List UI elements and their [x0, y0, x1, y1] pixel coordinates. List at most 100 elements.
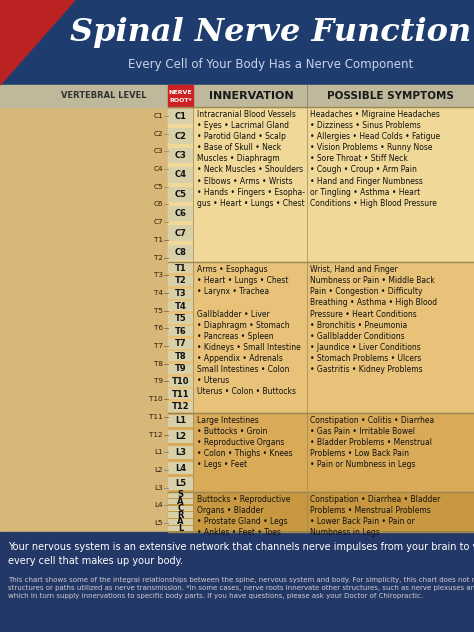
- Text: INNERVATION: INNERVATION: [209, 91, 293, 101]
- Bar: [0, 107, 474, 532]
- Text: T12: T12: [149, 432, 163, 437]
- Text: Headaches • Migraine Headaches
• Dizziness • Sinus Problems
• Allergies • Head C: Headaches • Migraine Headaches • Dizzine…: [310, 110, 440, 208]
- Bar: [168, 128, 193, 144]
- Bar: [0, 532, 474, 632]
- Bar: [168, 225, 193, 241]
- Text: T9: T9: [154, 379, 163, 384]
- Text: Wrist, Hand and Finger
Numbness or Pain • Middle Back
Pain • Congestion • Diffic: Wrist, Hand and Finger Numbness or Pain …: [310, 265, 437, 374]
- Text: C6: C6: [154, 202, 163, 207]
- Text: C2: C2: [154, 131, 163, 137]
- Bar: [168, 430, 193, 443]
- Bar: [168, 107, 474, 262]
- Text: POSSIBLE SYMPTOMS: POSSIBLE SYMPTOMS: [327, 91, 454, 101]
- Bar: [168, 148, 193, 163]
- Text: Spinal Nerve Function: Spinal Nerve Function: [70, 17, 471, 48]
- Text: C3: C3: [174, 151, 186, 160]
- Bar: [168, 167, 193, 183]
- Text: C6: C6: [174, 209, 186, 218]
- Text: This chart shows some of the integral relationships between the spine, nervous s: This chart shows some of the integral re…: [8, 577, 474, 599]
- Bar: [168, 245, 193, 260]
- Text: T12: T12: [172, 402, 189, 411]
- Bar: [168, 389, 193, 399]
- Text: T6: T6: [154, 325, 163, 331]
- Text: T7: T7: [175, 339, 186, 348]
- Polygon shape: [0, 0, 75, 85]
- Bar: [168, 413, 474, 492]
- Text: A: A: [177, 518, 184, 526]
- Bar: [168, 351, 193, 362]
- Bar: [168, 264, 193, 274]
- Text: L1: L1: [155, 449, 163, 455]
- Text: L1: L1: [175, 416, 186, 425]
- Text: VERTEBRAL LEVEL: VERTEBRAL LEVEL: [61, 92, 147, 100]
- Text: R: R: [177, 511, 184, 520]
- Text: Intracranial Blood Vessels
• Eyes • Lacrimal Gland
• Parotid Gland • Scalp
• Bas: Intracranial Blood Vessels • Eyes • Lacr…: [197, 110, 305, 208]
- Text: L2: L2: [155, 467, 163, 473]
- Bar: [168, 526, 193, 532]
- Text: T10: T10: [172, 377, 189, 386]
- Text: C3: C3: [154, 149, 163, 154]
- Text: C7: C7: [174, 229, 186, 238]
- Text: T8: T8: [154, 361, 163, 367]
- Bar: [168, 276, 193, 286]
- Text: Constipation • Colitis • Diarrhea
• Gas Pain • Irritable Bowel
• Bladder Problem: Constipation • Colitis • Diarrhea • Gas …: [310, 416, 434, 470]
- Text: Constipation • Diarrhea • Bladder
Problems • Menstrual Problems
• Lower Back Pai: Constipation • Diarrhea • Bladder Proble…: [310, 495, 440, 537]
- Bar: [168, 477, 193, 490]
- Text: Arms • Esophagus
• Heart • Lungs • Chest
• Larynx • Trachea
 
Gallbladder • Live: Arms • Esophagus • Heart • Lungs • Chest…: [197, 265, 301, 396]
- Text: T5: T5: [154, 308, 163, 313]
- Bar: [168, 462, 193, 475]
- Text: C5: C5: [174, 190, 186, 198]
- Text: C5: C5: [154, 184, 163, 190]
- Text: L3: L3: [175, 448, 186, 457]
- Bar: [168, 186, 193, 202]
- Text: every cell that makes up your body.: every cell that makes up your body.: [8, 556, 183, 566]
- Text: Buttocks • Reproductive
Organs • Bladder
• Prostate Gland • Legs
• Ankles • Feet: Buttocks • Reproductive Organs • Bladder…: [197, 495, 291, 537]
- Text: T6: T6: [174, 327, 186, 336]
- Bar: [168, 520, 193, 525]
- Text: C: C: [177, 504, 183, 513]
- Bar: [168, 364, 193, 374]
- Text: L4: L4: [155, 502, 163, 508]
- Text: C2: C2: [174, 131, 186, 140]
- Text: C4: C4: [154, 166, 163, 172]
- Text: C1: C1: [154, 113, 163, 119]
- Text: T2: T2: [174, 276, 186, 286]
- Text: T2: T2: [154, 255, 163, 260]
- Text: Your nervous system is an extensive network that channels nerve impulses from yo: Your nervous system is an extensive netw…: [8, 542, 474, 552]
- Text: L5: L5: [155, 520, 163, 526]
- Text: A: A: [177, 497, 184, 506]
- Text: L5: L5: [175, 479, 186, 489]
- Text: T3: T3: [175, 289, 186, 298]
- Text: C1: C1: [174, 112, 186, 121]
- Text: L2: L2: [175, 432, 186, 441]
- Bar: [168, 446, 193, 459]
- Text: NERVE: NERVE: [169, 90, 192, 95]
- Text: T11: T11: [172, 390, 189, 399]
- Text: S: S: [177, 490, 183, 499]
- Text: T9: T9: [175, 365, 186, 374]
- Text: C8: C8: [174, 248, 186, 257]
- Text: ROOT*: ROOT*: [169, 97, 192, 102]
- Bar: [168, 513, 193, 518]
- Text: T1: T1: [174, 264, 186, 273]
- Text: Every Cell of Your Body Has a Nerve Component: Every Cell of Your Body Has a Nerve Comp…: [128, 58, 413, 71]
- Bar: [168, 377, 193, 387]
- Bar: [168, 301, 193, 311]
- Bar: [168, 85, 193, 107]
- Bar: [168, 262, 474, 413]
- Bar: [168, 109, 193, 125]
- Bar: [168, 313, 193, 324]
- Text: C4: C4: [174, 171, 186, 179]
- Bar: [168, 326, 193, 336]
- Text: T8: T8: [175, 352, 186, 361]
- Text: C7: C7: [154, 219, 163, 225]
- Bar: [0, 85, 474, 107]
- Text: L4: L4: [175, 463, 186, 473]
- Bar: [168, 492, 193, 497]
- Text: T4: T4: [174, 301, 186, 311]
- Text: Large Intestines
• Buttocks • Groin
• Reproductive Organs
• Colon • Thighs • Kne: Large Intestines • Buttocks • Groin • Re…: [197, 416, 292, 470]
- Text: T5: T5: [174, 314, 186, 323]
- Bar: [168, 339, 193, 349]
- Bar: [168, 492, 474, 532]
- Text: T10: T10: [149, 396, 163, 402]
